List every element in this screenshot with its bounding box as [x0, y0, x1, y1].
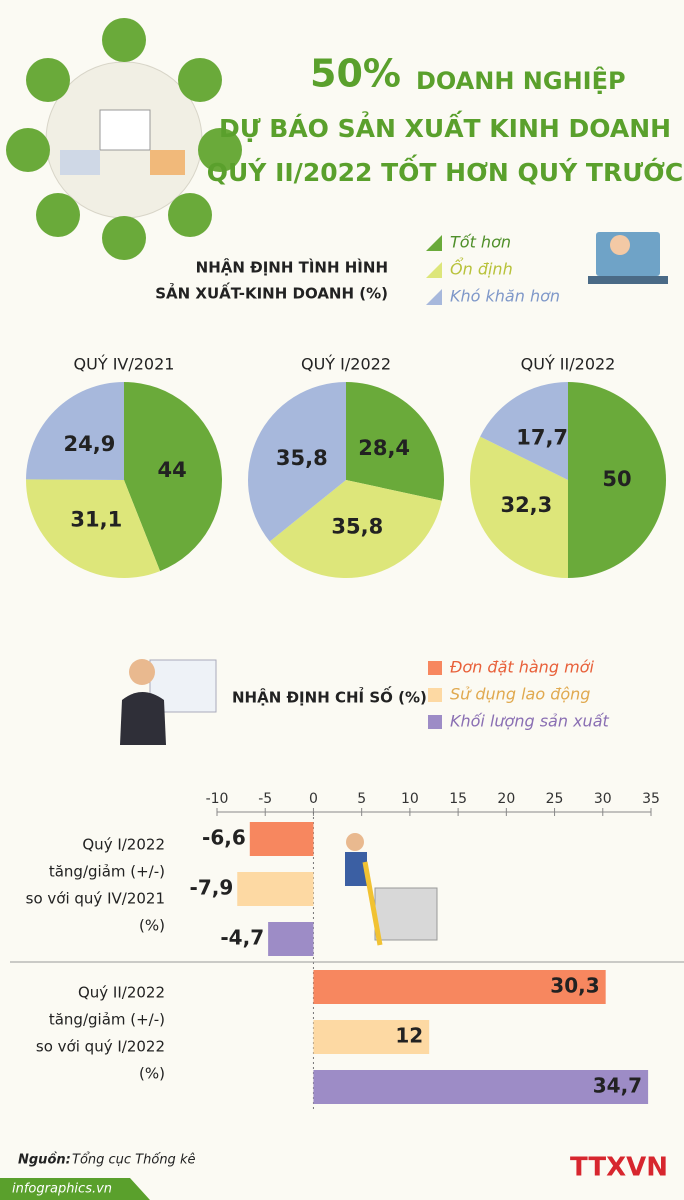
category-label: tăng/giảm (+/-) [49, 863, 165, 881]
site: infographics.vn [12, 1182, 112, 1197]
pie-value-label: 35,8 [276, 446, 328, 470]
x-tick-label: 20 [497, 791, 515, 807]
pie-slice [470, 436, 568, 578]
pie-value-label: 32,3 [500, 493, 552, 517]
bar [313, 1020, 430, 1054]
category-label: (%) [139, 1065, 165, 1083]
value-label: -6,6 [202, 826, 246, 850]
legend-swatch [426, 235, 442, 251]
pie-value-label: 35,8 [331, 515, 383, 539]
legend-swatch [428, 715, 442, 729]
laptop-illustration [588, 232, 668, 284]
category-label: Quý II/2022 [78, 984, 165, 1002]
title-line: QUÝ II/2022 TỐT HƠN QUÝ TRƯỚC [207, 154, 684, 187]
pie-slice [26, 382, 124, 480]
pie-slice [124, 382, 222, 572]
x-tick-label: 5 [357, 791, 366, 807]
x-tick-label: 30 [594, 791, 612, 807]
footer-banner [0, 1178, 150, 1200]
pie-value-label: 31,1 [70, 507, 122, 531]
value-label: 34,7 [593, 1074, 642, 1098]
pie-slice [346, 382, 444, 501]
title-line: DOANH NGHIỆP [416, 65, 626, 95]
legend-label: Khối lượng sản xuất [450, 712, 609, 731]
value-label: -7,9 [190, 876, 234, 900]
pie-slice [568, 382, 666, 578]
x-tick-label: -5 [258, 791, 272, 807]
category-label: so với quý I/2022 [36, 1038, 165, 1056]
category-label: so với quý IV/2021 [26, 890, 165, 908]
pie-value-label: 28,4 [358, 436, 410, 460]
bar [237, 872, 314, 906]
category-label: tăng/giảm (+/-) [49, 1011, 165, 1029]
meeting-illustration [6, 18, 242, 260]
pie-value-label: 24,9 [64, 432, 116, 456]
pie-value-label: 50 [602, 467, 631, 491]
pie-title: QUÝ II/2022 [521, 355, 616, 374]
x-tick-label: 10 [401, 791, 419, 807]
legend-title: SẢN XUẤT-KINH DOANH (%) [155, 282, 388, 303]
pie-slice [480, 382, 568, 480]
legend-swatch [428, 661, 442, 675]
value-label: 30,3 [550, 974, 599, 998]
x-tick-label: 15 [449, 791, 467, 807]
pie-slice [248, 381, 346, 542]
source: Tổng cục Thống kê [72, 1153, 195, 1168]
value-label: -4,7 [220, 926, 264, 950]
pie-slice [269, 480, 442, 578]
x-tick-label: 35 [642, 791, 660, 807]
category-label: Quý I/2022 [82, 836, 165, 854]
bar [249, 822, 314, 856]
category-label: (%) [139, 917, 165, 935]
pie-title: QUÝ I/2022 [301, 355, 391, 374]
bar [268, 922, 314, 956]
brand: TTXVN [570, 1153, 668, 1183]
legend-swatch [428, 688, 442, 702]
legend-title: NHẬN ĐỊNH TÌNH HÌNH [196, 257, 388, 277]
legend-label: Sử dụng lao động [450, 685, 590, 704]
bar [313, 970, 606, 1004]
legend-label: Khó khăn hơn [450, 287, 560, 306]
legend-swatch [426, 289, 442, 305]
source-label: Nguồn: [18, 1153, 71, 1168]
x-tick-label: 0 [309, 791, 318, 807]
pie-slice [25, 479, 161, 578]
title-line: DỰ BÁO SẢN XUẤT KINH DOANH [219, 110, 671, 143]
man-illustration [120, 659, 217, 745]
bar [313, 1070, 649, 1104]
legend-label: Ổn định [450, 258, 513, 279]
title-pct: 50% [310, 52, 401, 96]
x-tick-label: -10 [206, 791, 229, 807]
value-label: 12 [395, 1024, 423, 1048]
worker-illustration [345, 833, 438, 946]
pie-value-label: 17,7 [516, 425, 568, 449]
pie-value-label: 44 [158, 458, 187, 482]
chart-title: NHẬN ĐỊNH CHỈ SỐ (%) [232, 686, 427, 707]
pie-title: QUÝ IV/2021 [74, 355, 175, 374]
legend-label: Đơn đặt hàng mới [450, 658, 594, 677]
legend-swatch [426, 262, 442, 278]
x-tick-label: 25 [546, 791, 564, 807]
legend-label: Tốt hơn [450, 233, 511, 252]
